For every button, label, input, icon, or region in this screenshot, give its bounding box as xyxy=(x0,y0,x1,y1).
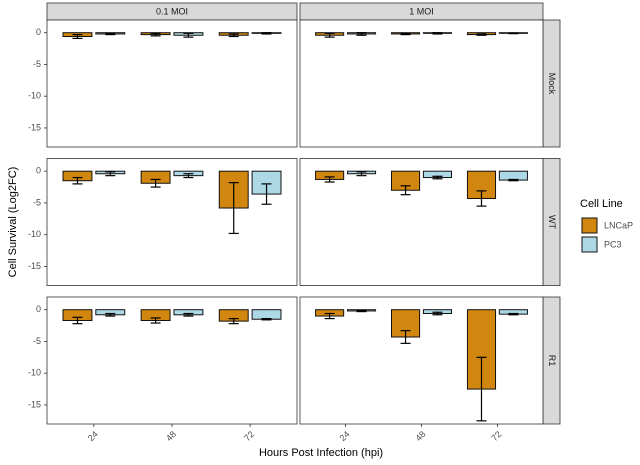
error-bar xyxy=(261,183,272,205)
x-tick-label: 72 xyxy=(242,429,256,443)
error-bar xyxy=(432,32,443,35)
error-bar xyxy=(105,171,116,177)
facet-label: R1 xyxy=(547,355,557,367)
panel-border xyxy=(46,19,298,148)
facet-label: Mock xyxy=(547,73,557,95)
bar xyxy=(251,309,282,320)
error-bar xyxy=(324,176,335,183)
error-bar xyxy=(261,317,272,321)
y-tick-label: 0 xyxy=(36,166,41,176)
y-tick-label: -15 xyxy=(28,399,41,409)
error-bar xyxy=(476,356,487,422)
facet-label: 0.1 MOI xyxy=(156,6,188,16)
error-bar xyxy=(228,33,239,38)
legend-label: LNCaP xyxy=(604,220,633,230)
error-bar xyxy=(508,178,519,182)
y-tick-label: -10 xyxy=(28,91,41,101)
legend-key xyxy=(581,236,598,253)
error-bar xyxy=(400,330,411,344)
y-tick-label: 0 xyxy=(36,304,41,314)
error-bar xyxy=(261,32,272,35)
x-tick-label: 48 xyxy=(164,429,178,443)
error-bar xyxy=(150,317,161,324)
y-tick-label: -5 xyxy=(33,59,41,69)
y-tick-label: -5 xyxy=(33,197,41,207)
error-bar xyxy=(183,173,194,179)
error-bar xyxy=(105,312,116,317)
error-bar xyxy=(72,316,83,325)
y-tick-label: -5 xyxy=(33,336,41,346)
x-tick-label: 48 xyxy=(413,429,427,443)
error-bar xyxy=(432,175,443,180)
error-bar xyxy=(356,309,367,313)
y-tick-label: 0 xyxy=(36,27,41,37)
error-bar xyxy=(324,312,335,320)
error-bar xyxy=(228,182,239,235)
error-bar xyxy=(183,32,194,38)
error-bar xyxy=(72,34,83,40)
y-tick-label: -15 xyxy=(28,122,41,132)
x-tick-label: 72 xyxy=(489,429,503,443)
error-bar xyxy=(105,32,116,36)
error-bar xyxy=(476,33,487,36)
error-bar xyxy=(228,317,239,325)
y-tick-label: -10 xyxy=(28,229,41,239)
y-tick-label: -15 xyxy=(28,261,41,271)
legend-key xyxy=(581,217,598,234)
error-bar xyxy=(356,32,367,36)
x-axis-title: Hours Post Infection (hpi) xyxy=(259,447,383,459)
error-bar xyxy=(476,190,487,207)
error-bar xyxy=(150,178,161,188)
error-bar xyxy=(508,312,519,316)
y-axis-title: Cell Survival (Log2FC) xyxy=(7,167,19,278)
error-bar xyxy=(183,312,194,317)
error-bar xyxy=(400,32,411,36)
y-tick-label: -10 xyxy=(28,368,41,378)
panel-border xyxy=(299,19,544,148)
error-bar xyxy=(400,185,411,196)
x-tick-label: 24 xyxy=(86,429,100,443)
bar xyxy=(498,170,528,181)
error-bar xyxy=(72,176,83,185)
legend-label: PC3 xyxy=(604,239,622,249)
error-bar xyxy=(324,32,335,38)
error-bar xyxy=(150,32,161,37)
facet-label: WT xyxy=(547,215,557,229)
legend-title: Cell Line xyxy=(580,198,623,210)
panel-border xyxy=(299,296,544,425)
error-bar xyxy=(356,171,367,177)
x-tick-label: 24 xyxy=(338,429,352,443)
error-bar xyxy=(432,311,443,316)
facet-label: 1 MOI xyxy=(409,6,434,16)
error-bar xyxy=(508,32,519,35)
